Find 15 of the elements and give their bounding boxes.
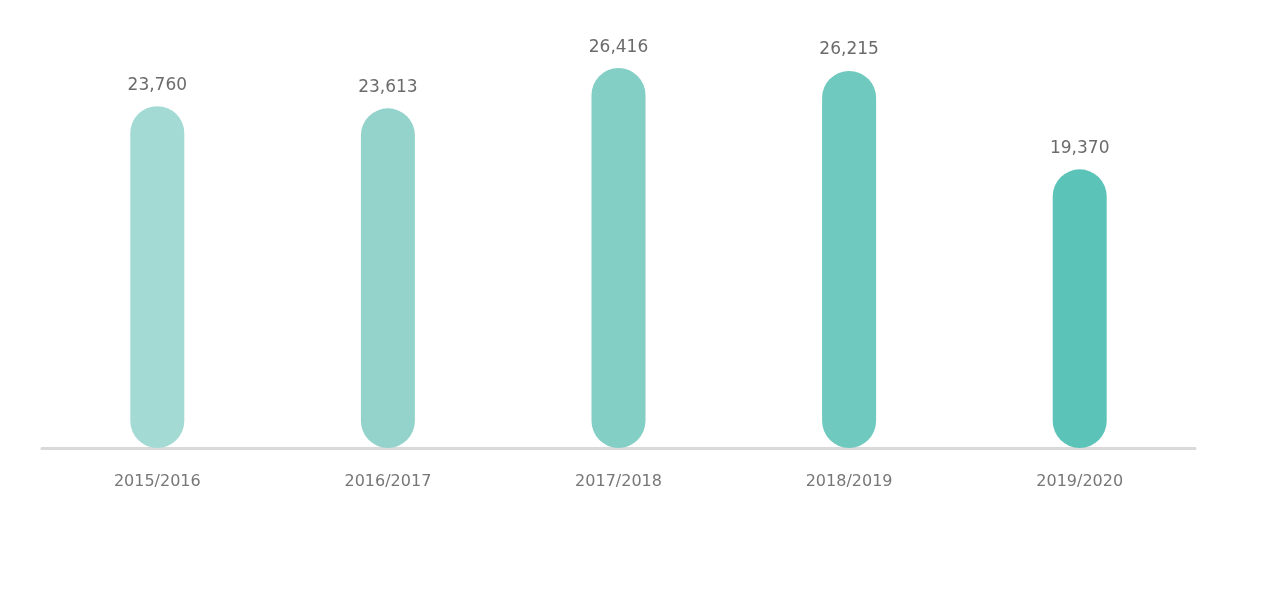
bar: [822, 70, 877, 448]
x-tick-label: 2019/2020: [1036, 470, 1124, 490]
bar: [591, 68, 646, 448]
data-label: 23,760: [127, 73, 188, 94]
data-label: 26,215: [819, 38, 879, 59]
data-label: 19,370: [1049, 136, 1110, 157]
bar: [360, 108, 415, 448]
bar: [130, 106, 185, 448]
x-tick-label: 2016/2017: [344, 470, 432, 490]
data-label: 23,613: [358, 75, 418, 96]
x-tick-label: 2015/2016: [113, 470, 201, 490]
x-tick-label: 2017/2018: [575, 470, 662, 490]
data-label: 26,416: [588, 35, 649, 56]
x-tick-label: 2018/2019: [805, 470, 893, 490]
bar: [1052, 169, 1107, 448]
